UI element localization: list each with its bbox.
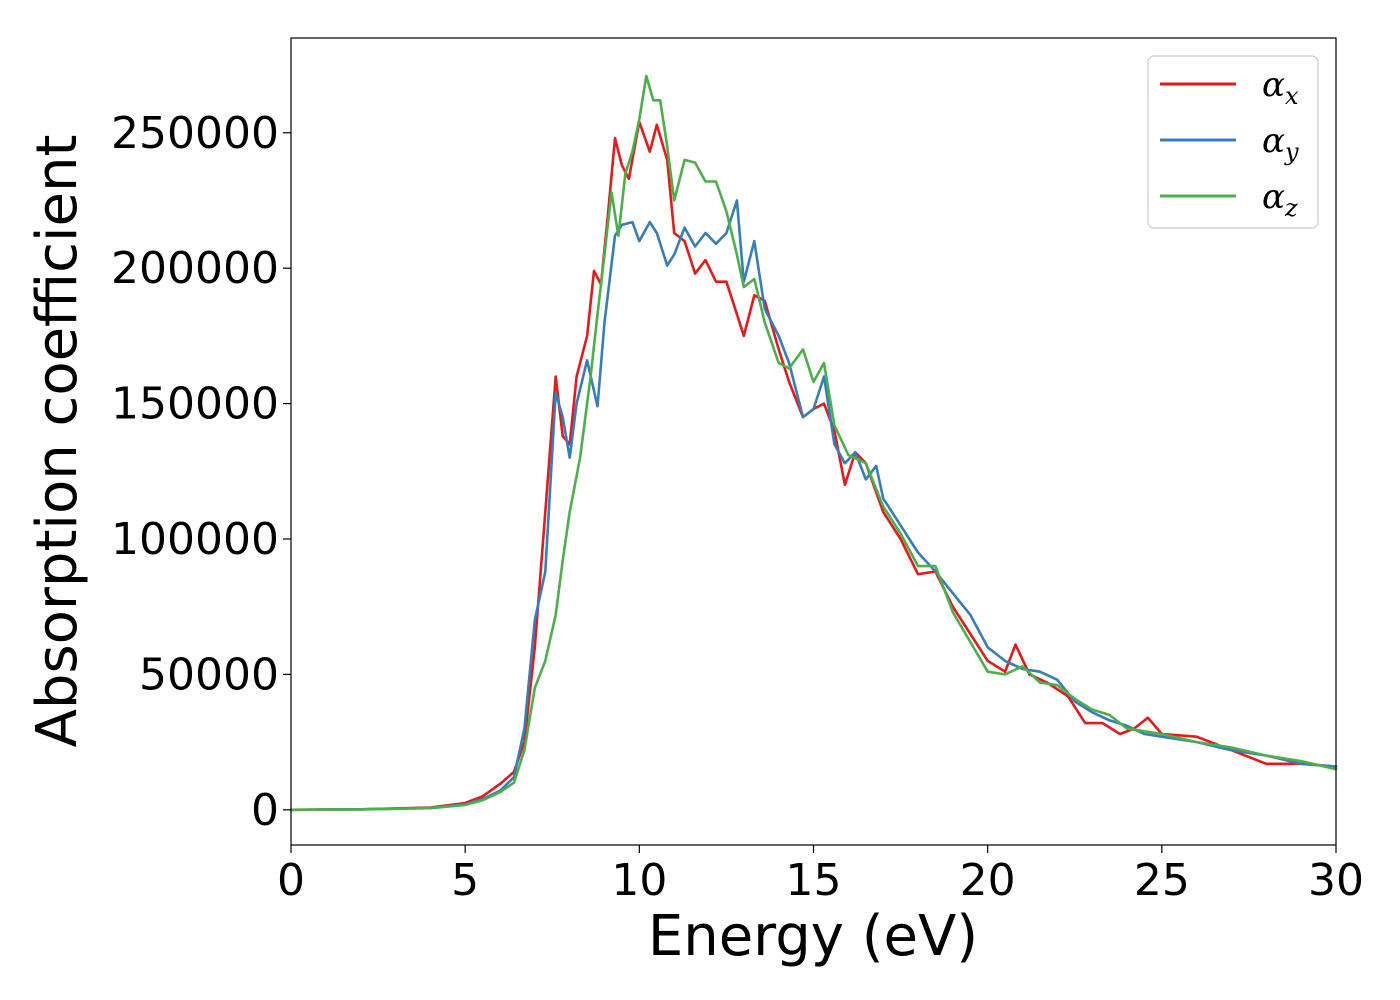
legend-label-y: αy — [1262, 121, 1299, 166]
x-tick-label: 30 — [1308, 855, 1364, 906]
y-tick-label: 150000 — [111, 379, 279, 430]
x-axis-label: Energy (eV) — [648, 904, 978, 969]
legend-label-x: αx — [1262, 65, 1299, 110]
y-tick-label: 0 — [251, 785, 279, 836]
x-tick-label: 10 — [611, 855, 667, 906]
y-axis-ticks: 0 50000 100000 150000 200000 250000 — [111, 108, 291, 836]
series-line-y — [289, 199, 1338, 812]
legend-label-z: αz — [1262, 177, 1298, 222]
legend-box — [1147, 55, 1319, 229]
legend: αx αy αz — [1147, 55, 1319, 229]
x-tick-label: 25 — [1134, 855, 1190, 906]
series-line-z — [289, 74, 1338, 812]
y-axis-label: Absorption coefficient — [25, 135, 90, 748]
series-line-x — [289, 120, 1338, 812]
series-layer — [289, 74, 1338, 812]
y-tick-label: 100000 — [111, 514, 279, 565]
x-tick-label: 15 — [786, 855, 842, 906]
x-tick-label: 5 — [451, 855, 479, 906]
y-tick-label: 50000 — [139, 649, 279, 700]
x-axis-ticks: 0 5 10 15 20 25 30 — [277, 845, 1364, 906]
y-tick-label: 250000 — [111, 108, 279, 159]
x-tick-label: 0 — [277, 855, 305, 906]
y-tick-label: 200000 — [111, 243, 279, 294]
x-tick-label: 20 — [960, 855, 1016, 906]
